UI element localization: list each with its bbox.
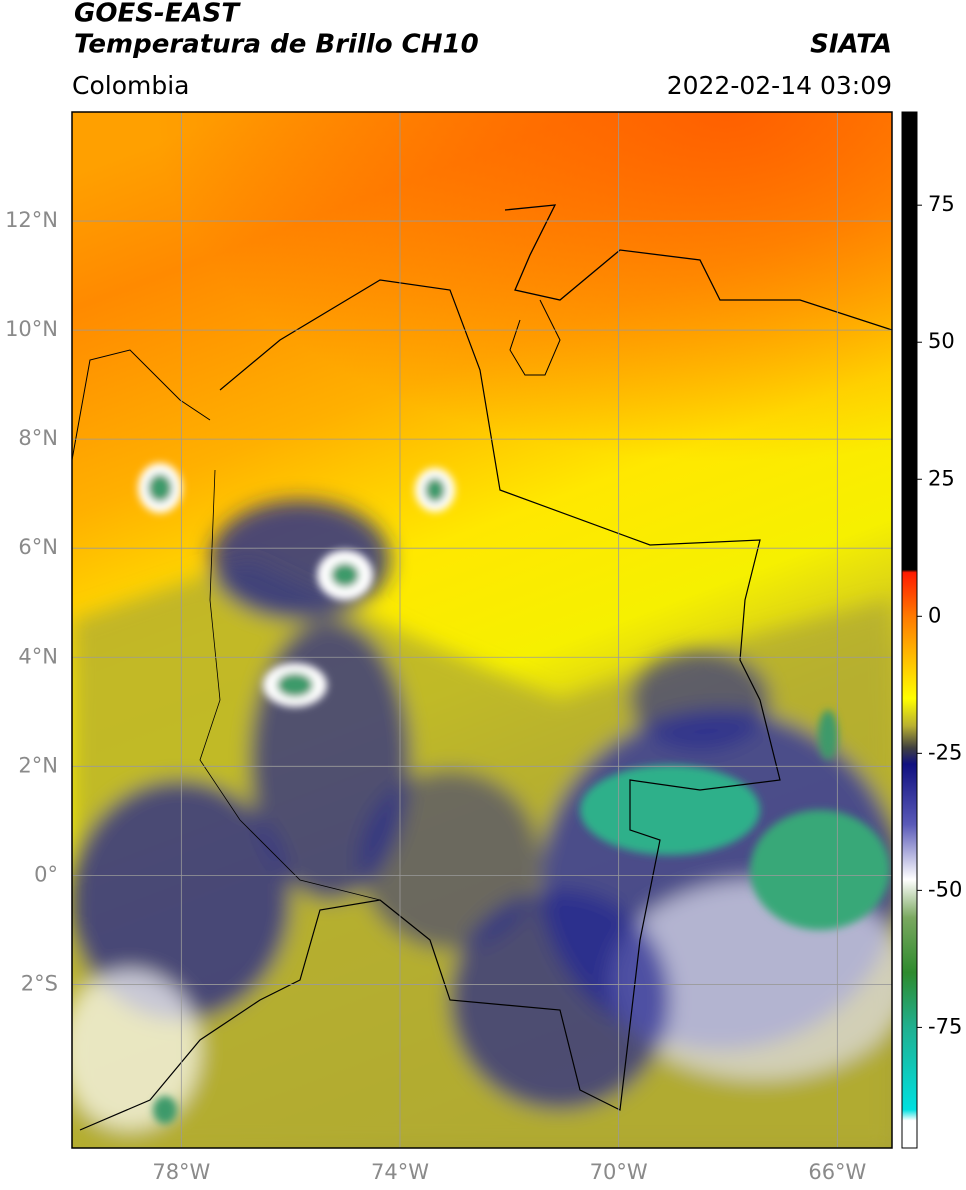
x-tick-label: 74°W bbox=[371, 1160, 429, 1184]
colorbar bbox=[901, 111, 918, 1149]
x-tick-label: 78°W bbox=[152, 1160, 210, 1184]
y-tick-label: 0° bbox=[34, 862, 58, 886]
title: GOES-EAST bbox=[74, 0, 241, 29]
colorbar-tick-label: 75 bbox=[928, 192, 955, 216]
y-tick-label: 4°N bbox=[18, 644, 58, 668]
timestamp: 2022-02-14 03:09 bbox=[667, 71, 892, 100]
y-tick-label: 2°N bbox=[18, 753, 58, 777]
colorbar-tick-label: -50 bbox=[928, 877, 962, 901]
y-tick-label: 2°S bbox=[21, 971, 58, 995]
region: Colombia bbox=[72, 71, 189, 100]
colorbar-tick-label: 25 bbox=[928, 466, 955, 490]
y-tick-label: 6°N bbox=[18, 535, 58, 559]
source: SIATA bbox=[810, 30, 892, 60]
map-frame bbox=[71, 111, 893, 1149]
y-tick-label: 8°N bbox=[18, 426, 58, 450]
colorbar-tick-label: 50 bbox=[928, 329, 955, 353]
subtitle: Temperatura de Brillo CH10 bbox=[74, 30, 479, 60]
colorbar-tick-label: 0 bbox=[928, 603, 941, 627]
y-tick-label: 10°N bbox=[5, 317, 58, 341]
colorbar-tick-label: -25 bbox=[928, 740, 962, 764]
x-tick-label: 70°W bbox=[590, 1160, 648, 1184]
colorbar-tick-label: -75 bbox=[928, 1014, 962, 1038]
y-tick-label: 12°N bbox=[5, 208, 58, 232]
x-tick-label: 66°W bbox=[808, 1160, 866, 1184]
satellite-image bbox=[72, 112, 892, 1148]
